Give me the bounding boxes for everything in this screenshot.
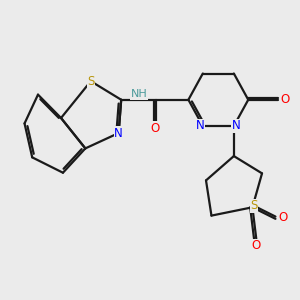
Text: N: N [196,119,205,133]
Text: NH: NH [130,89,147,99]
Text: S: S [250,199,258,212]
Text: O: O [278,211,287,224]
Text: O: O [252,239,261,252]
Text: O: O [280,93,290,106]
Text: O: O [150,122,159,135]
Text: N: N [114,127,123,140]
Text: N: N [232,119,241,133]
Text: S: S [87,75,94,88]
